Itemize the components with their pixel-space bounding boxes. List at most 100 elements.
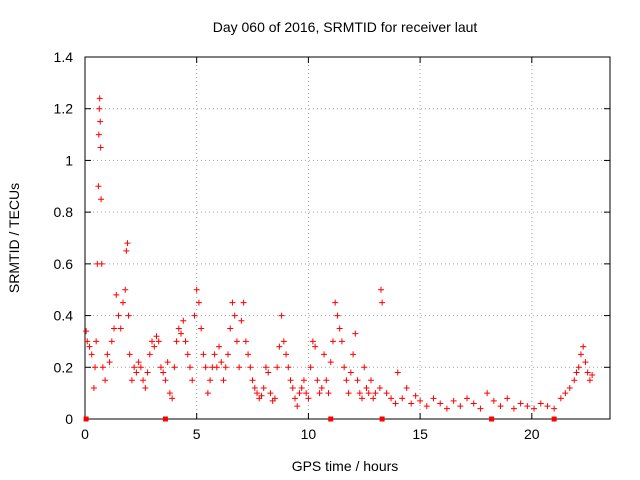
y-tick-label: 1	[65, 152, 73, 168]
data-point	[517, 400, 524, 407]
data-point	[403, 384, 410, 391]
data-point	[151, 343, 158, 350]
data-point	[490, 397, 497, 404]
data-point	[430, 395, 437, 402]
data-point	[236, 364, 243, 371]
data-point	[370, 395, 377, 402]
x-tick-label: 10	[301, 426, 317, 442]
data-point	[245, 351, 252, 358]
data-point	[586, 377, 593, 384]
y-tick-label: 0.6	[54, 256, 74, 272]
data-point	[160, 369, 167, 376]
x-tick-label: 20	[524, 426, 540, 442]
data-point	[106, 359, 113, 366]
data-point	[321, 351, 328, 358]
data-point	[180, 317, 187, 324]
y-tick-label: 1.2	[54, 101, 74, 117]
data-point	[361, 364, 368, 371]
data-point	[323, 377, 330, 384]
data-point	[93, 338, 100, 345]
y-axis-label: SRMTID / TECUs	[6, 183, 22, 293]
data-point	[200, 351, 207, 358]
data-point	[338, 338, 345, 345]
data-point	[470, 400, 477, 407]
data-point	[155, 338, 162, 345]
data-point	[327, 359, 334, 366]
data-point	[551, 405, 558, 412]
data-point	[510, 405, 517, 412]
data-point	[247, 364, 254, 371]
data-point	[300, 377, 307, 384]
data-point	[443, 405, 450, 412]
data-point	[571, 377, 578, 384]
data-point	[229, 299, 236, 306]
data-point	[240, 299, 247, 306]
data-point	[195, 299, 202, 306]
data-point	[394, 369, 401, 376]
data-point	[162, 377, 169, 384]
data-point	[417, 397, 424, 404]
data-point	[137, 364, 144, 371]
data-point	[193, 286, 200, 293]
data-point	[213, 364, 220, 371]
data-point	[111, 325, 118, 332]
data-point	[184, 351, 191, 358]
data-point	[238, 317, 245, 324]
data-point	[254, 390, 261, 397]
data-point	[128, 377, 135, 384]
data-point	[207, 377, 214, 384]
data-point	[92, 364, 99, 371]
data-point	[262, 364, 269, 371]
data-point	[123, 247, 130, 254]
data-point	[316, 390, 323, 397]
data-point	[379, 299, 386, 306]
y-tick-label: 1.4	[54, 49, 74, 65]
data-point	[224, 351, 231, 358]
axis-markers	[83, 416, 557, 422]
data-point	[305, 395, 312, 402]
data-point	[98, 196, 105, 203]
data-point	[392, 400, 399, 407]
data-point	[584, 369, 591, 376]
data-point	[98, 260, 105, 267]
data-point	[497, 403, 504, 410]
data-point	[562, 390, 569, 397]
data-point	[267, 390, 274, 397]
data-point	[117, 325, 124, 332]
data-point	[412, 392, 419, 399]
data-point	[258, 392, 265, 399]
data-point	[378, 286, 385, 293]
data-point	[133, 369, 140, 376]
data-point	[140, 377, 147, 384]
data-point	[265, 369, 272, 376]
data-point	[271, 395, 278, 402]
axis-marker	[489, 416, 495, 422]
data-point	[95, 183, 102, 190]
data-point	[202, 364, 209, 371]
data-point	[312, 343, 319, 350]
data-point	[359, 395, 366, 402]
data-point	[329, 338, 336, 345]
data-point	[298, 384, 305, 391]
data-point	[175, 325, 182, 332]
data-point	[97, 144, 104, 151]
data-point	[582, 359, 589, 366]
data-point	[408, 400, 415, 407]
data-point	[153, 333, 160, 340]
x-tick-label: 15	[412, 426, 428, 442]
data-point	[580, 343, 587, 350]
data-point	[347, 369, 354, 376]
data-point	[95, 131, 102, 138]
data-point	[345, 390, 352, 397]
data-point	[531, 405, 538, 412]
data-point	[388, 395, 395, 402]
data-point	[166, 390, 173, 397]
data-point	[296, 390, 303, 397]
data-point	[108, 338, 115, 345]
data-point	[278, 312, 285, 319]
x-tick-label: 5	[193, 426, 201, 442]
data-point	[231, 312, 238, 319]
data-point	[211, 351, 218, 358]
data-point	[577, 351, 584, 358]
data-point	[198, 325, 205, 332]
